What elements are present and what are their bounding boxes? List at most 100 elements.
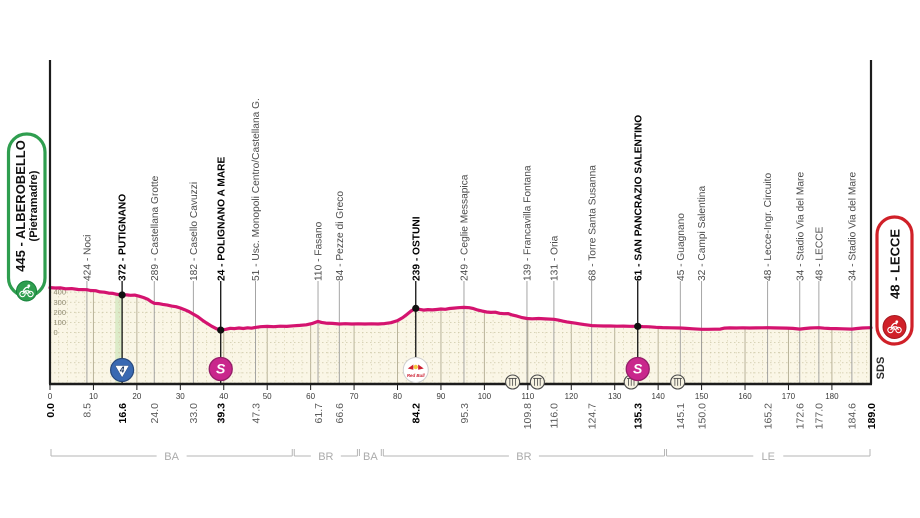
- x-axis-tick-label: 10: [89, 392, 98, 401]
- red-bull-km-icon: Red Bull: [402, 357, 429, 383]
- waypoint-dot: [217, 326, 225, 334]
- start-badge-label: 445 - ALBEROBELLO: [13, 140, 28, 272]
- waypoint-dot: [118, 291, 126, 299]
- km-label: 8.5: [82, 403, 94, 418]
- km-label: 95.3: [459, 403, 471, 424]
- x-axis-tick-label: 110: [521, 392, 534, 401]
- waypoint-label: 289 - Castellana Grotte: [150, 175, 161, 281]
- waypoint-label: 48 - LECCE: [814, 226, 825, 281]
- km-label: 84.2: [411, 403, 423, 424]
- finish-cyclist-icon: [882, 315, 907, 339]
- x-axis-tick-label: 160: [738, 392, 752, 401]
- intermediate-sprint-icon: S: [625, 356, 650, 382]
- waypoint-label: 45 - Guagnano: [676, 213, 687, 281]
- km-label: 0.0: [45, 403, 57, 418]
- km-label: 16.6: [117, 403, 129, 424]
- svg-text:4: 4: [119, 366, 125, 375]
- litter-zone-icon: [505, 374, 521, 390]
- km-label: 24.0: [149, 403, 161, 424]
- km-label: 184.6: [847, 403, 859, 429]
- x-axis-tick-label: 170: [782, 392, 796, 401]
- elevation-tick-label: 0: [54, 328, 58, 337]
- waypoint-label: 110 - Fasano: [314, 221, 325, 281]
- km-label: 116.0: [549, 403, 561, 429]
- x-axis-tick-label: 50: [263, 392, 272, 401]
- litter-zone-icon: [670, 374, 686, 390]
- x-axis-tick-label: 120: [565, 392, 579, 401]
- x-axis-tick-label: 30: [176, 392, 185, 401]
- axes: 0 10 20 30 40 50 60 70 80 90 100 110 120 130 140 150 160…: [48, 60, 873, 401]
- elevation-tick-label: 100: [54, 318, 67, 327]
- waypoint-label: 84 - Pezze di Greco: [335, 191, 346, 281]
- x-axis-tick-label: 90: [436, 392, 445, 401]
- x-axis-tick-label: 150: [695, 392, 709, 401]
- x-axis-tick-label: 60: [306, 392, 315, 401]
- finish-badge-label: 48 - LECCE: [888, 229, 903, 299]
- intermediate-sprint-icon: S: [208, 356, 233, 382]
- x-axis-tick-label: 20: [132, 392, 141, 401]
- province-label: BR: [318, 451, 333, 463]
- litter-zone-icon: [529, 374, 545, 390]
- elevation-fill: [50, 287, 871, 384]
- waypoint-label: 32 - Campi Salentina: [697, 186, 708, 281]
- elevation-tick-label: 300: [54, 298, 67, 307]
- province-brackets: BA BR BA BR LE: [50, 449, 871, 463]
- climb-band: [115, 287, 123, 384]
- waypoint-label: 34 - Stadio Via del Mare: [795, 172, 806, 281]
- waypoint-label: 239 - OSTUNI: [411, 216, 422, 281]
- finish-badge: 48 - LECCE: [875, 215, 914, 346]
- km-label: 61.7: [313, 403, 325, 424]
- waypoint-labels: 424 - Noci 372 - PUTIGNANO 289 - Castellan…: [83, 98, 859, 281]
- svg-text:S: S: [633, 361, 643, 377]
- elevation-tick-label: 400: [54, 288, 67, 297]
- x-axis-tick-label: 40: [219, 392, 228, 401]
- profile-line: [48, 286, 873, 332]
- start-badge: 445 - ALBEROBELLO (Pietramadre): [6, 132, 47, 302]
- x-axis-tick-label: 70: [350, 392, 359, 401]
- waypoint-label: 48 - Lecce-Ingr. Circuito: [763, 173, 774, 281]
- km-label: 145.1: [675, 403, 687, 429]
- waypoint-label: 139 - Francavilla Fontana: [523, 165, 534, 281]
- km-label: 124.7: [586, 403, 598, 429]
- kom-category-4-icon: 4: [110, 357, 135, 383]
- km-label: 165.2: [762, 403, 774, 429]
- x-axis-tick-label: 0: [48, 392, 53, 401]
- x-axis-tick-label: 100: [478, 392, 492, 401]
- svg-text:Red Bull: Red Bull: [407, 373, 426, 378]
- waypoint-label: 24 - POLIGNANO A MARE: [216, 156, 227, 281]
- waypoint-dot: [634, 322, 642, 330]
- km-label: 109.8: [522, 403, 534, 429]
- km-labels: 0.0 8.5 16.6 24.0 33.0 39.3 47.3 61.7 66.6 84.2 95…: [45, 403, 878, 429]
- km-label: 189.0: [866, 403, 878, 429]
- profile-credit: SDS: [875, 357, 887, 380]
- waypoint-dot: [412, 304, 420, 312]
- x-axis-tick-label: 80: [393, 392, 402, 401]
- km-label: 39.3: [216, 403, 228, 424]
- waypoint-label: 249 - Ceglie Messapica: [460, 174, 471, 281]
- waypoint-label: 372 - PUTIGNANO: [118, 194, 129, 281]
- waypoint-label: 131 - Oria: [549, 235, 560, 281]
- x-axis-tick-label: 130: [608, 392, 622, 401]
- start-cyclist-icon: [16, 280, 37, 302]
- km-label: 177.0: [814, 403, 826, 429]
- elevation-tick-label: 200: [54, 308, 67, 317]
- svg-text:S: S: [216, 361, 226, 377]
- province-label: BA: [363, 451, 378, 463]
- waypoint-label: 61 - SAN PANCRAZIO SALENTINO: [633, 115, 644, 281]
- km-label: 33.0: [188, 403, 200, 424]
- x-axis-tick-label: 140: [651, 392, 665, 401]
- province-label: BA: [164, 451, 179, 463]
- waypoint-label: 34 - Stadio Via del Mare: [847, 172, 858, 281]
- km-label: 66.6: [334, 403, 346, 424]
- waypoint-label: 51 - Usc. Monopoli Centro/Castellana G.: [251, 98, 262, 281]
- start-badge-sublabel: (Pietramadre): [28, 170, 40, 241]
- km-label: 47.3: [250, 403, 262, 424]
- province-label: LE: [762, 451, 775, 463]
- km-label: 172.6: [795, 403, 807, 429]
- waypoint-label: 68 - Torre Santa Susanna: [587, 165, 598, 281]
- km-label: 135.3: [633, 403, 645, 429]
- province-label: BR: [516, 451, 531, 463]
